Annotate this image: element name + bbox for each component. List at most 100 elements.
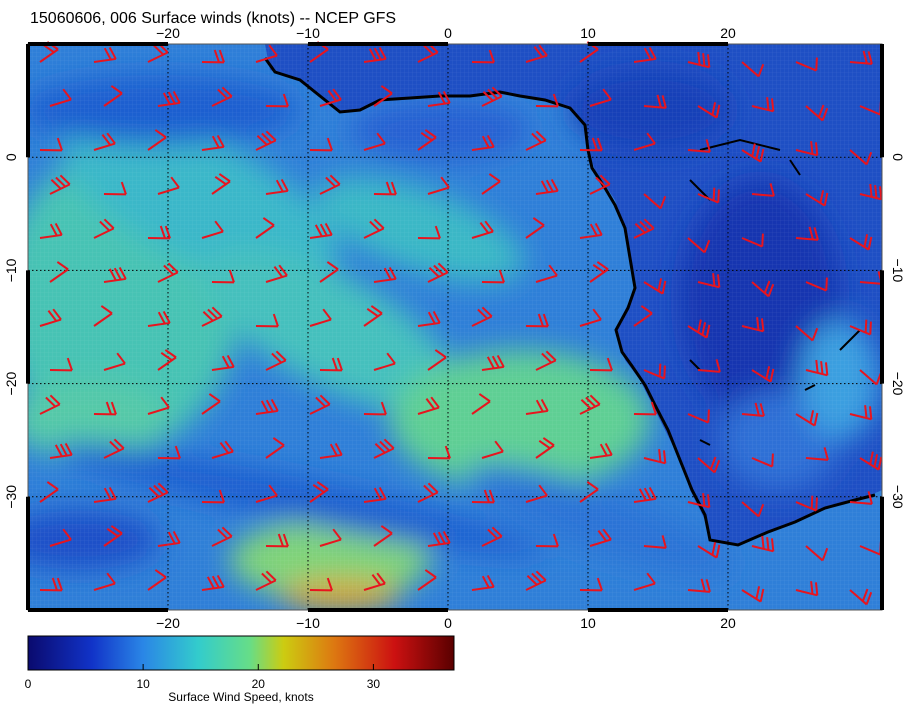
wind-barb	[157, 445, 181, 460]
wind-barb	[255, 44, 278, 63]
wind-barb	[687, 237, 711, 254]
wind-barb	[795, 57, 818, 72]
wind-barb	[255, 570, 277, 591]
wind-barb	[309, 481, 329, 503]
wind-barb	[633, 401, 657, 416]
wind-barb	[49, 442, 73, 459]
colorbar-ticks: 0 10 20 30	[25, 664, 380, 691]
wind-barb	[363, 305, 383, 327]
wind-barb	[147, 396, 170, 415]
wind-barb	[211, 354, 235, 371]
wind-barb	[741, 317, 765, 333]
wind-barb	[427, 445, 451, 460]
lon-tick-label-bottom: −10	[296, 615, 320, 631]
wind-barb	[697, 542, 721, 559]
wind-barb	[589, 357, 613, 372]
wind-barb	[417, 225, 441, 240]
wind-barb	[751, 535, 775, 553]
wind-barb	[471, 49, 495, 64]
wind-barb	[49, 88, 72, 107]
wind-barb	[849, 149, 873, 166]
wind-barb	[525, 44, 548, 63]
wind-barb	[265, 533, 289, 548]
wind-barb	[319, 88, 342, 107]
wind-barbs	[39, 41, 883, 606]
lon-tick-label-bottom: 10	[580, 615, 596, 631]
wind-barb	[255, 130, 277, 151]
wind-barb	[741, 233, 764, 248]
wind-barb	[309, 222, 333, 239]
wind-barb	[147, 129, 167, 151]
wind-barb	[481, 440, 504, 459]
wind-barb	[319, 357, 343, 372]
wind-barb	[201, 134, 225, 151]
wind-barb	[643, 193, 667, 210]
wind-barb	[805, 277, 828, 292]
wind-barb	[39, 222, 63, 239]
axis-ticks: −20 −20 −10 −10 0 0 10 10 20 20 0 0 −10 −10 −20 −20 −30 −…	[3, 25, 906, 631]
wind-barb	[535, 178, 559, 195]
wind-barb	[471, 489, 495, 504]
wind-barb	[427, 349, 447, 371]
wind-barb	[309, 137, 333, 152]
wind-barb	[741, 143, 765, 163]
wind-barb	[103, 181, 127, 196]
wind-barb	[525, 484, 548, 503]
wind-barb	[741, 61, 765, 78]
wind-barb	[157, 176, 180, 195]
wind-barb	[265, 350, 287, 371]
wind-barb	[795, 325, 819, 342]
wind-barb	[471, 574, 495, 591]
wind-barb	[211, 173, 231, 195]
wind-barb	[633, 218, 655, 239]
lon-tick-label-top: 0	[444, 25, 452, 41]
wind-barb	[589, 442, 613, 459]
wind-barb	[579, 308, 602, 327]
wind-barb	[471, 220, 494, 239]
wind-barb	[849, 50, 873, 65]
wind-barb	[103, 266, 127, 283]
wind-barb	[201, 393, 221, 415]
wind-barb	[427, 90, 451, 107]
wind-barb	[849, 491, 873, 505]
colorbar-tick-label: 20	[252, 677, 266, 691]
wind-barb	[39, 577, 63, 592]
wind-barb	[579, 222, 603, 239]
wind-barb	[103, 85, 123, 107]
wind-barb	[147, 310, 171, 327]
wind-barb	[859, 183, 883, 201]
wind-barb	[427, 262, 449, 283]
wind-barb	[319, 442, 343, 459]
wind-barb	[255, 313, 279, 328]
wind-barb	[49, 174, 71, 195]
lon-tick-label-bottom: 20	[720, 615, 736, 631]
wind-barb	[309, 394, 331, 415]
wind-barb	[201, 574, 225, 591]
wind-barb	[535, 437, 555, 459]
wind-barb	[849, 319, 872, 336]
wind-barb	[697, 456, 721, 474]
wind-barb	[103, 525, 123, 547]
wind-barb	[39, 481, 59, 503]
wind-barb	[157, 349, 177, 371]
wind-barb	[201, 306, 223, 327]
wind-barb	[201, 49, 225, 64]
wind-barb	[93, 218, 115, 239]
wind-barb	[373, 181, 397, 196]
wind-barb	[103, 352, 126, 371]
wind-barb	[633, 486, 657, 503]
wind-barb	[373, 352, 396, 371]
wind-barb	[535, 533, 559, 548]
wind-barb	[319, 174, 341, 195]
wind-barb	[211, 526, 233, 547]
wind-barb	[579, 394, 601, 415]
wind-barb	[373, 266, 397, 283]
wind-barb	[849, 405, 873, 421]
wind-barb	[687, 139, 711, 153]
wind-barb	[481, 269, 505, 284]
wind-barb	[93, 132, 116, 151]
wind-barb	[427, 176, 450, 195]
wind-barb	[849, 588, 873, 606]
wind-barb	[795, 495, 818, 512]
wind-barb	[795, 581, 819, 597]
